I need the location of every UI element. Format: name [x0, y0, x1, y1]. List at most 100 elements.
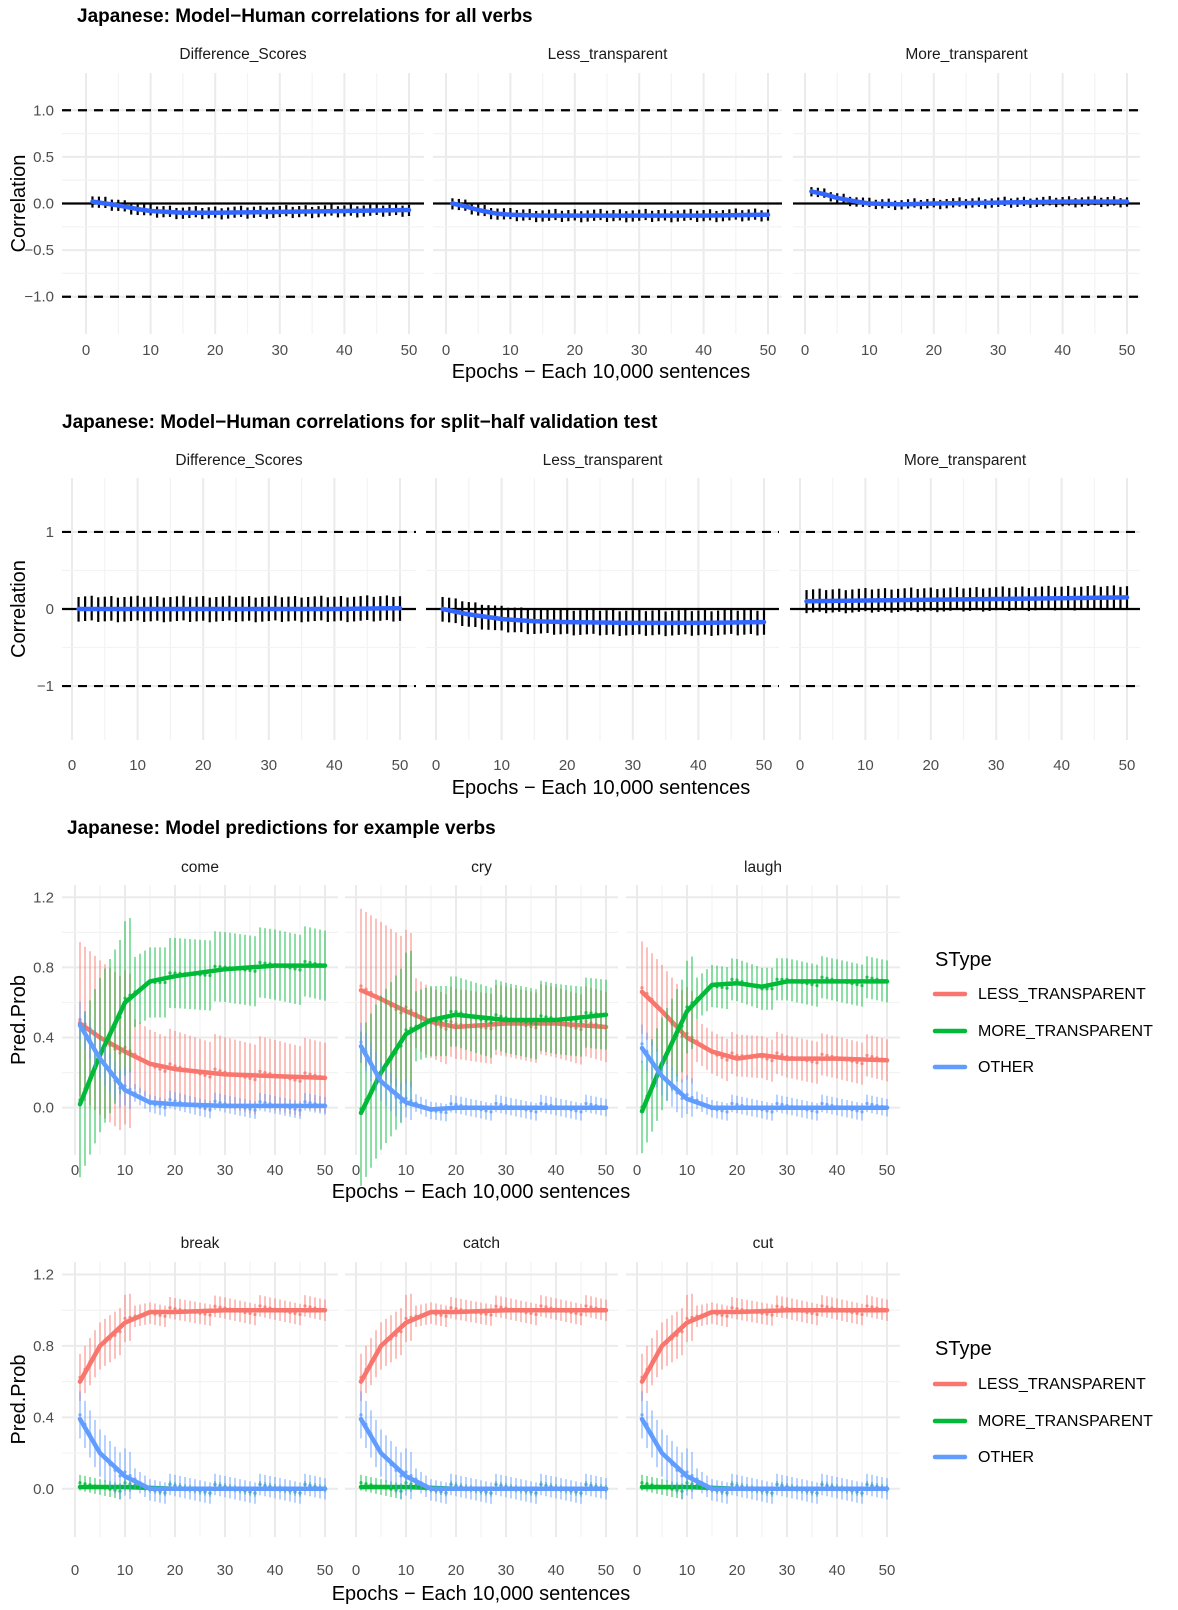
x-axis-label: Epochs − Each 10,000 sentences — [332, 1583, 631, 1605]
data-point — [765, 1312, 769, 1316]
smooth-line — [90, 199, 412, 216]
data-point — [815, 1312, 819, 1317]
data-point — [579, 1110, 583, 1114]
data-point — [825, 1102, 829, 1107]
data-point — [825, 1053, 829, 1058]
panel-strip-label: break — [181, 1235, 220, 1252]
data-point — [308, 960, 312, 965]
y-tick-label: −1 — [37, 678, 54, 695]
x-tick-label: 50 — [392, 757, 409, 774]
data-point — [870, 1483, 874, 1488]
y-tick-label: 0.0 — [33, 1100, 54, 1117]
x-tick-label: 0 — [796, 757, 804, 774]
data-point — [685, 1316, 689, 1321]
x-tick-label: 50 — [1119, 757, 1136, 774]
x-tick-label: 50 — [317, 1562, 334, 1579]
smooth-line — [358, 1012, 609, 1116]
legend-title: SType — [935, 949, 992, 971]
data-point — [213, 1482, 217, 1487]
data-point — [484, 1312, 488, 1316]
x-tick-label: 40 — [326, 757, 343, 774]
x-tick-label: 30 — [624, 757, 641, 774]
x-tick-label: 0 — [633, 1162, 641, 1179]
data-point — [123, 1316, 127, 1321]
x-tick-label: 0 — [68, 757, 76, 774]
smooth-line — [77, 1023, 328, 1109]
data-point — [399, 1011, 403, 1015]
data-point — [534, 1312, 538, 1317]
panel-strip-label: Difference_Scores — [175, 452, 302, 469]
data-point — [128, 1482, 132, 1486]
data-point — [303, 1071, 307, 1075]
data-point — [293, 1490, 297, 1494]
data-point — [218, 965, 222, 969]
y-tick-label: 0.5 — [33, 149, 54, 166]
x-tick-label: 50 — [401, 342, 418, 359]
data-point — [454, 1009, 458, 1014]
x-tick-label: 30 — [779, 1162, 796, 1179]
x-tick-label: 50 — [1119, 342, 1136, 359]
smooth-line — [639, 1307, 890, 1384]
data-point — [855, 1311, 859, 1316]
legend: SType LESS_TRANSPARENT MORE_TRANSPARENT OTH… — [932, 949, 1153, 1076]
smooth-line — [77, 1416, 328, 1492]
data-point — [725, 1314, 729, 1318]
data-point — [173, 1099, 177, 1103]
data-point — [173, 1307, 177, 1311]
data-point — [579, 1019, 583, 1024]
x-axis-label: Epochs − Each 10,000 sentences — [332, 1181, 631, 1203]
x-tick-label: 50 — [756, 757, 773, 774]
data-point — [574, 1109, 578, 1113]
data-point — [770, 1110, 774, 1114]
x-tick-label: 10 — [502, 342, 519, 359]
y-tick-label: 0.4 — [33, 1030, 54, 1047]
data-point — [825, 976, 829, 980]
data-point — [303, 1304, 307, 1308]
panel-strip-label: Difference_Scores — [179, 46, 306, 63]
data-point — [579, 1312, 583, 1317]
data-point — [860, 1110, 864, 1114]
data-point — [308, 1305, 312, 1309]
data-point — [168, 1062, 172, 1066]
data-point — [258, 1482, 262, 1487]
chart-title: Japanese: Model−Human correlations for s… — [62, 412, 658, 433]
data-point — [725, 1058, 729, 1062]
data-point — [735, 1483, 739, 1488]
data-point — [810, 1109, 814, 1113]
data-point — [123, 1045, 127, 1049]
data-point — [158, 1490, 162, 1494]
data-point — [213, 964, 217, 968]
panel-cry: cry 0 10 20 30 40 50 — [345, 859, 618, 1186]
legend-label: OTHER — [978, 1059, 1034, 1076]
data-point — [499, 1483, 503, 1488]
data-point — [529, 1311, 533, 1316]
data-point — [168, 971, 172, 975]
x-tick-label: 10 — [861, 342, 878, 359]
x-tick-label: 30 — [631, 342, 648, 359]
data-point — [444, 1314, 448, 1318]
data-point — [163, 1069, 167, 1073]
data-point — [645, 1482, 649, 1486]
data-point — [308, 1483, 312, 1488]
data-point — [855, 1109, 859, 1113]
data-point — [544, 1102, 548, 1107]
data-point — [574, 1490, 578, 1494]
data-point — [690, 1482, 694, 1486]
x-axis-label: Epochs − Each 10,000 sentences — [452, 777, 751, 799]
data-point — [810, 982, 814, 987]
data-point — [489, 1491, 493, 1495]
data-point — [253, 1108, 257, 1112]
x-tick-label: 30 — [260, 757, 277, 774]
data-point — [870, 1055, 874, 1059]
series-other — [639, 1024, 890, 1121]
x-tick-label: 20 — [167, 1162, 184, 1179]
y-tick-label: 1.0 — [33, 102, 54, 119]
y-tick-label: 0.0 — [33, 1481, 54, 1498]
x-tick-label: 40 — [548, 1162, 565, 1179]
data-point — [574, 1311, 578, 1316]
data-point — [308, 1101, 312, 1105]
data-point — [494, 1482, 498, 1487]
smooth-line — [358, 1044, 609, 1112]
data-point — [258, 960, 262, 965]
panel-strip-label: Less_transparent — [548, 46, 668, 63]
